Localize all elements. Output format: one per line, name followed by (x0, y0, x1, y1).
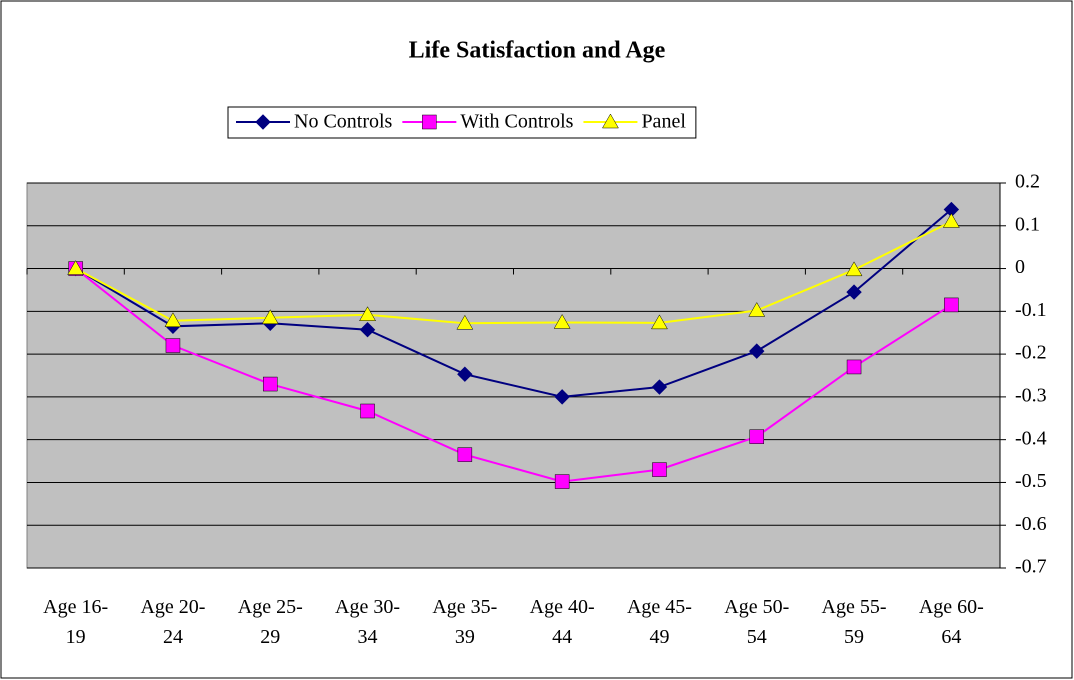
marker (422, 114, 437, 130)
y-tick-label: -0.3 (1015, 384, 1047, 406)
marker (360, 403, 375, 419)
plot-area (26, 182, 1001, 569)
series-line (75, 208, 952, 398)
chart-title: Life Satisfaction and Age (409, 38, 666, 64)
x-tick-label: Age 16-19 (43, 596, 108, 648)
legend-label: No Controls (294, 111, 393, 133)
marker (261, 309, 279, 324)
x-tick-label: Age 25-29 (238, 596, 303, 648)
x-tick-label: Age 40-44 (530, 596, 595, 648)
legend-label: Panel (641, 111, 686, 133)
marker (553, 313, 571, 329)
y-tick-label: -0.5 (1015, 470, 1047, 492)
marker (255, 114, 271, 130)
x-tick-label: Age 45-49 (627, 596, 692, 648)
marker (651, 379, 668, 395)
x-tick-label: Age 30-34 (335, 596, 400, 648)
marker (456, 314, 474, 330)
marker (359, 322, 376, 338)
marker (749, 343, 765, 359)
x-tick-label: Age 55-59 (822, 596, 887, 648)
marker (457, 447, 473, 462)
marker (846, 284, 862, 300)
y-tick-label: -0.7 (1015, 556, 1047, 578)
marker (845, 261, 863, 277)
marker (652, 462, 667, 477)
marker (67, 260, 85, 275)
marker (457, 366, 473, 382)
y-tick-label: -0.6 (1015, 513, 1047, 535)
marker (748, 301, 766, 317)
marker (359, 306, 376, 322)
y-tick-label: -0.2 (1015, 342, 1047, 364)
y-tick-label: 0.1 (1015, 213, 1040, 235)
marker (165, 338, 181, 353)
marker (263, 376, 278, 392)
marker (554, 474, 570, 489)
marker (749, 429, 764, 444)
y-tick-label: 0 (1015, 256, 1025, 278)
marker (164, 312, 182, 327)
x-tick-label: Age 60-64 (919, 596, 984, 648)
y-tick-label: 0.2 (1015, 171, 1040, 193)
marker (602, 113, 619, 129)
series-line (75, 220, 952, 325)
x-tick-label: Age 20-24 (140, 596, 205, 648)
y-tick-label: -0.1 (1015, 299, 1047, 321)
series-line (75, 267, 952, 483)
x-tick-label: Age 35-39 (432, 596, 497, 648)
marker (554, 389, 570, 405)
y-tick-label: -0.4 (1015, 427, 1047, 449)
legend-label: With Controls (460, 111, 573, 133)
marker (944, 297, 959, 313)
legend: No Controls With Controls Panel (227, 106, 697, 139)
marker (846, 359, 862, 375)
marker (651, 314, 668, 330)
marker (942, 212, 960, 228)
x-tick-label: Age 50-54 (724, 596, 789, 648)
